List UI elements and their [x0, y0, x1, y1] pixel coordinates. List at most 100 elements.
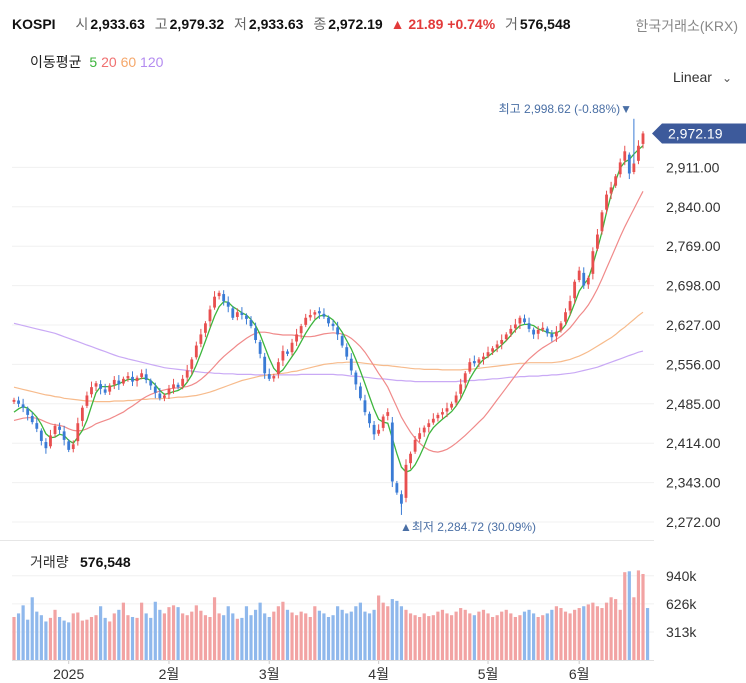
- candle-body[interactable]: [181, 378, 185, 386]
- volume-bar[interactable]: [158, 609, 162, 660]
- candle-body[interactable]: [504, 334, 508, 340]
- candle-body[interactable]: [627, 154, 631, 174]
- candle-body[interactable]: [103, 389, 107, 393]
- candle-body[interactable]: [468, 362, 472, 372]
- volume-bar[interactable]: [445, 613, 449, 660]
- volume-bar[interactable]: [167, 607, 171, 660]
- candle-body[interactable]: [554, 331, 558, 337]
- volume-bar[interactable]: [404, 609, 408, 660]
- candle-body[interactable]: [390, 422, 394, 482]
- volume-bar[interactable]: [53, 609, 57, 660]
- volume-bar[interactable]: [171, 605, 176, 660]
- candle-body[interactable]: [135, 377, 139, 382]
- candle-body[interactable]: [541, 327, 545, 330]
- volume-bar[interactable]: [632, 597, 636, 660]
- candle-body[interactable]: [340, 336, 344, 346]
- candle-body[interactable]: [422, 427, 426, 433]
- candle-body[interactable]: [518, 317, 522, 324]
- candle-body[interactable]: [495, 344, 499, 348]
- volume-bar[interactable]: [181, 613, 185, 660]
- candle-body[interactable]: [295, 334, 299, 342]
- scale-selector[interactable]: Linear ⌄: [673, 69, 732, 85]
- candle-body[interactable]: [614, 176, 618, 186]
- candle-body[interactable]: [641, 133, 645, 144]
- candle-body[interactable]: [450, 403, 453, 408]
- volume-bar[interactable]: [94, 615, 98, 660]
- volume-bar[interactable]: [532, 613, 536, 660]
- volume-bar[interactable]: [468, 613, 472, 660]
- volume-bar[interactable]: [30, 597, 34, 660]
- candle-body[interactable]: [267, 374, 271, 379]
- candle-body[interactable]: [317, 311, 321, 314]
- candle-body[interactable]: [240, 312, 244, 316]
- volume-bar[interactable]: [440, 609, 445, 660]
- volume-bar[interactable]: [513, 616, 517, 660]
- candle-body[interactable]: [618, 162, 622, 175]
- candle-body[interactable]: [313, 312, 317, 315]
- volume-bar[interactable]: [203, 615, 208, 660]
- candle-body[interactable]: [204, 323, 207, 333]
- volume-bar[interactable]: [322, 613, 326, 660]
- candle-body[interactable]: [199, 334, 203, 344]
- candle-body[interactable]: [117, 380, 121, 385]
- volume-bar[interactable]: [48, 617, 53, 660]
- volume-bar[interactable]: [16, 613, 21, 660]
- candle-body[interactable]: [605, 194, 608, 210]
- ma-legend-item-5[interactable]: 5: [89, 54, 98, 70]
- volume-bar[interactable]: [285, 609, 290, 660]
- volume-bar[interactable]: [600, 608, 604, 660]
- candle-body[interactable]: [235, 312, 239, 317]
- candle-body[interactable]: [144, 374, 148, 380]
- candle-body[interactable]: [600, 212, 604, 232]
- volume-bar[interactable]: [449, 615, 454, 660]
- volume-bar[interactable]: [149, 617, 153, 660]
- candle-body[interactable]: [564, 312, 567, 322]
- candle-body[interactable]: [322, 313, 326, 317]
- volume-bar[interactable]: [395, 600, 399, 660]
- volume-bar[interactable]: [235, 618, 239, 660]
- volume-bar[interactable]: [263, 613, 267, 660]
- candle-body[interactable]: [226, 301, 230, 307]
- volume-bar[interactable]: [609, 597, 613, 660]
- volume-bar[interactable]: [44, 621, 48, 660]
- volume-bar[interactable]: [372, 609, 376, 660]
- volume-bar[interactable]: [495, 615, 499, 660]
- volume-bar[interactable]: [117, 609, 121, 660]
- candle-body[interactable]: [577, 270, 581, 281]
- candle-body[interactable]: [327, 317, 330, 324]
- candle-body[interactable]: [304, 317, 308, 325]
- volume-bar[interactable]: [194, 605, 198, 660]
- volume-bar[interactable]: [336, 606, 340, 660]
- volume-bar[interactable]: [294, 615, 299, 660]
- volume-bar[interactable]: [563, 611, 568, 660]
- volume-bar[interactable]: [249, 615, 253, 660]
- candle-body[interactable]: [213, 296, 216, 308]
- candle-body[interactable]: [108, 385, 112, 392]
- candle-body[interactable]: [395, 483, 399, 493]
- candle-body[interactable]: [217, 292, 221, 297]
- candle-body[interactable]: [500, 339, 504, 344]
- volume-bar[interactable]: [71, 613, 75, 660]
- candle-body[interactable]: [222, 294, 226, 302]
- volume-bar[interactable]: [62, 620, 66, 660]
- candle-body[interactable]: [290, 342, 294, 353]
- volume-bar[interactable]: [135, 617, 139, 660]
- volume-bar[interactable]: [35, 611, 39, 660]
- volume-bar[interactable]: [577, 608, 581, 660]
- volume-bar[interactable]: [367, 613, 372, 660]
- candle-body[interactable]: [472, 361, 476, 364]
- volume-bar[interactable]: [431, 615, 435, 660]
- candle-body[interactable]: [454, 395, 458, 403]
- volume-bar[interactable]: [427, 616, 431, 660]
- candle-body[interactable]: [85, 395, 89, 406]
- volume-bar[interactable]: [108, 621, 112, 660]
- candle-body[interactable]: [121, 378, 125, 384]
- volume-bar[interactable]: [313, 606, 317, 660]
- candle-body[interactable]: [527, 323, 531, 329]
- candle-body[interactable]: [281, 351, 285, 361]
- candle-body[interactable]: [276, 362, 280, 374]
- volume-bar[interactable]: [299, 611, 303, 660]
- volume-bar[interactable]: [331, 615, 335, 660]
- volume-bar[interactable]: [244, 606, 249, 660]
- candle-body[interactable]: [609, 187, 613, 194]
